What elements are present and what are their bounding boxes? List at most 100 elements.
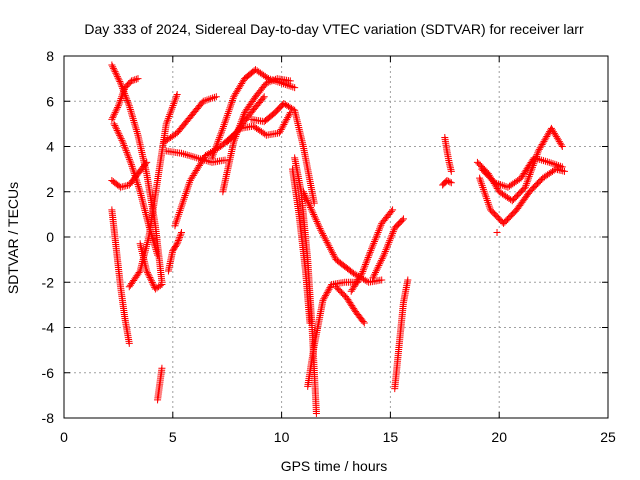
y-tick-label: 4 [46,139,54,155]
data-point [377,258,385,266]
data-point [182,188,190,196]
data-point [306,319,314,327]
data-point [178,201,186,209]
data-point [146,274,154,282]
data-point [322,237,330,245]
data-point [310,212,318,220]
data-point [373,230,381,238]
data-point [314,219,322,227]
data-point [322,290,330,298]
data-point [110,66,118,74]
data-point [444,177,452,185]
data-point [523,178,531,186]
data-point [117,81,125,89]
data-point [183,186,191,194]
data-point [175,208,183,216]
data-point [172,241,180,249]
data-point [286,77,294,85]
data-point [126,105,134,113]
data-point [260,93,268,101]
data-point [325,285,333,293]
data-point [482,193,490,201]
data-point [389,206,397,214]
data-point [112,107,120,115]
series-arc26 [439,176,455,189]
data-point [483,197,491,205]
data-point [182,190,190,198]
data-point [129,115,137,123]
data-point [371,270,379,278]
data-point [363,255,371,263]
data-point [117,135,125,143]
data-point [112,125,120,133]
data-point [129,76,137,84]
data-point [175,235,183,243]
y-axis-label: SDTVAR / TECUs [5,182,21,294]
data-point [359,267,367,275]
data-point [113,105,121,113]
data-point [227,100,235,108]
data-point [373,232,381,240]
data-point [147,275,155,283]
data-point [132,124,140,132]
data-point [125,100,133,108]
data-point [314,221,322,229]
data-point [143,269,151,277]
data-point [176,232,184,240]
data-point [361,260,369,268]
data-point [284,114,292,122]
data-point [389,229,397,237]
data-point [526,171,534,179]
data-point [184,182,192,190]
data-point [110,120,118,128]
data-point [125,339,133,347]
y-tick-label: -6 [42,365,55,381]
data-point [143,267,151,275]
data-point [124,152,132,160]
data-point [324,240,332,248]
data-point [134,75,142,83]
data-point [205,95,213,103]
data-point [110,110,118,118]
data-point [323,238,331,246]
data-point [221,117,229,125]
data-point [524,176,532,184]
data-point [369,274,377,282]
data-point [262,79,270,87]
data-point [114,103,122,111]
data-point [225,106,233,114]
data-point [317,226,325,234]
data-point [368,243,376,251]
data-point [367,247,375,255]
data-point [123,148,131,156]
data-point [289,83,297,91]
data-point [522,181,530,189]
data-point [324,287,332,295]
data-point [221,119,229,127]
data-point [178,228,186,236]
data-point [493,228,501,236]
data-point [144,270,152,278]
y-tick-label: 0 [46,229,54,245]
data-point [179,150,187,158]
data-point [361,262,369,270]
data-point [134,181,142,189]
data-point [125,155,133,163]
data-point [224,109,232,117]
data-point [209,94,217,102]
data-point [180,195,188,203]
series-arc18 [288,165,314,327]
data-point [126,104,134,112]
data-point [148,278,156,286]
data-point [484,198,492,206]
data-point [131,120,139,128]
y-tick-label: 8 [46,48,54,64]
data-point [357,271,365,279]
data-point [486,204,494,212]
data-point [368,245,376,253]
data-point [543,158,551,166]
data-point [135,269,143,277]
data-point [117,79,125,87]
x-tick-label: 25 [600,429,616,445]
data-point [384,240,392,248]
